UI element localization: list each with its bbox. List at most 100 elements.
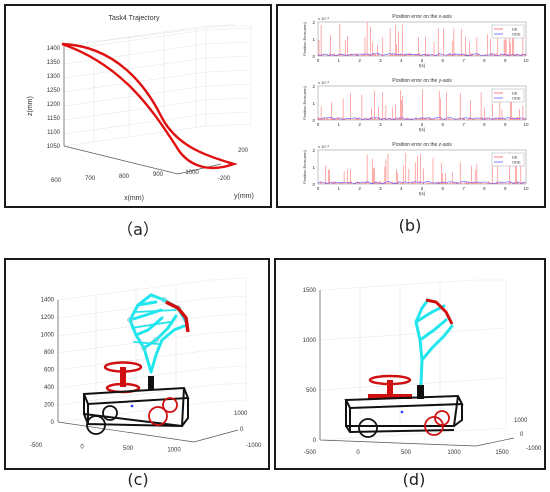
robot-arm-c <box>128 293 188 374</box>
subplot-exponent-2: x 10⁻³ <box>318 144 330 149</box>
subplot-0-xtick-2: 2 <box>358 58 361 63</box>
subplot-0-xtick-4: 4 <box>400 58 403 63</box>
error-subplot-2: Position error on the z-axis x 10⁻³ 0 1 2 0 1 2… <box>302 142 529 196</box>
subplot-frame-1 <box>317 85 527 121</box>
subplot-0-ytick-1: 1 <box>312 37 315 42</box>
d-y-tick-2: -1000 <box>526 446 542 452</box>
c-x-tick-2: 500 <box>123 446 134 452</box>
vehicle-box-d <box>344 394 464 434</box>
subplot-xlabel-2: t(s) <box>419 191 426 196</box>
subplot-2-ytick-1: 1 <box>312 165 315 170</box>
c-z-tick-1: 200 <box>44 403 55 409</box>
panel-d-robot-3d: 0 500 1000 1500 -500 0 500 1000 1500 1000 0 -1000 <box>274 258 546 470</box>
subplot-1-ytick-0: 0 <box>312 118 315 123</box>
d-x-tick-3: 1000 <box>447 450 461 456</box>
c-y-tick-2: -1000 <box>246 443 262 449</box>
subplot-2-xtick-3: 3 <box>379 186 382 191</box>
subplot-1-xtick-1: 1 <box>338 122 341 127</box>
legend-box-0 <box>491 24 525 39</box>
c-z-tick-5: 1000 <box>41 333 55 339</box>
wheel-red-d <box>424 416 444 436</box>
subplot-title-1: Position error on the y-axis <box>392 78 452 84</box>
plot-c-axes <box>57 300 239 443</box>
c-z-tick-4: 800 <box>44 350 55 356</box>
subplot-2-xtick-4: 4 <box>400 186 403 191</box>
subplot-0-xtick-10: 10 <box>523 58 529 63</box>
gripper-red-d <box>425 298 454 325</box>
subplot-0-xtick-7: 7 <box>462 58 465 63</box>
legend-label-2-0: DE <box>512 155 518 160</box>
panel-b-position-errors: Position error on the x-axis x 10⁻³ 0 1 2 0 1 2… <box>276 4 546 208</box>
gripper-red-c <box>165 300 190 333</box>
a-z-tick-3: 1200 <box>47 102 61 108</box>
plot-a-axes <box>63 46 222 175</box>
wheel-red-c <box>148 406 168 426</box>
a-x-tick-3: 900 <box>153 172 164 178</box>
c-z-tick-2: 400 <box>44 385 55 391</box>
subplot-0-xtick-3: 3 <box>379 58 382 63</box>
legend-label-2-1: ODE <box>512 160 521 165</box>
a-y-tick-0: -200 <box>218 176 231 182</box>
robot-3d-plot-d: 0 500 1000 1500 -500 0 500 1000 1500 1000 0 -1000 <box>303 279 542 456</box>
wheel-black-d <box>358 418 378 438</box>
a-z-tick-6: 1350 <box>47 60 61 66</box>
steering-wheel-c <box>103 361 143 394</box>
subplot-2-xtick-8: 8 <box>483 186 486 191</box>
subplot-0-xtick-5: 5 <box>421 58 424 63</box>
error-subplot-1: Position error on the y-axis x 10⁻³ 0 1 2 0 1 2… <box>302 78 529 132</box>
legend-label-1-0: DE <box>512 91 518 96</box>
c-z-tick-0: 0 <box>51 420 55 426</box>
legend-box-1 <box>491 88 525 103</box>
vehicle-box-c <box>82 386 190 428</box>
c-z-tick-7: 1400 <box>41 298 55 304</box>
a-z-tick-1: 1100 <box>47 130 61 136</box>
c-x-tick-1: 0 <box>80 445 84 451</box>
panel-a-trajectory-3d: Task4 Trajectory 1050 1100 1150 1200 1250 130… <box>4 4 272 208</box>
d-z-tick-2: 1000 <box>303 338 317 344</box>
subplot-1-xtick-7: 7 <box>462 122 465 127</box>
d-x-tick-0: -500 <box>304 450 317 456</box>
d-y-tick-0: 1000 <box>514 418 528 424</box>
a-z-tick-5: 1300 <box>47 74 61 80</box>
subplot-2-xtick-2: 2 <box>358 186 361 191</box>
d-y-tick-1: 0 <box>520 432 524 438</box>
subplot-1-xtick-4: 4 <box>400 122 403 127</box>
a-x-tick-4: 1000 <box>185 170 199 176</box>
c-z-tick-6: 1200 <box>41 315 55 321</box>
c-y-tick-0: 1000 <box>234 411 248 417</box>
plot-a-zlabel: z(mm) <box>27 96 34 116</box>
plot-a-xlabel: x(mm) <box>124 195 144 202</box>
subplot-2-ytick-0: 0 <box>312 182 315 187</box>
subplot-ylabel-1: Position Error(mm) <box>302 86 307 120</box>
plot-a-title: Task4 Trajectory <box>109 15 160 22</box>
subplot-1-xtick-2: 2 <box>358 122 361 127</box>
plot-a-grid <box>63 23 252 147</box>
position-error-plots: Position error on the x-axis x 10⁻³ 0 1 2 0 1 2… <box>302 14 529 196</box>
subplot-1-xtick-0: 0 <box>317 122 320 127</box>
subplot-0-xtick-6: 6 <box>442 58 445 63</box>
subplot-0-xtick-0: 0 <box>317 58 320 63</box>
subplot-ylabel-2: Position Error(mm) <box>302 150 307 184</box>
d-x-tick-4: 1500 <box>495 450 509 456</box>
d-x-tick-2: 500 <box>401 450 412 456</box>
c-x-tick-0: -500 <box>30 443 43 449</box>
arm-base-d <box>417 385 424 399</box>
subplot-title-0: Position error on the x-axis <box>392 14 452 20</box>
legend-label-1-1: ODE <box>512 96 521 101</box>
plot-d-grid <box>319 279 507 441</box>
arm-base-c <box>148 376 154 390</box>
a-z-tick-4: 1250 <box>47 88 61 94</box>
d-z-tick-0: 0 <box>313 438 317 444</box>
c-y-tick-1: 0 <box>240 427 244 433</box>
center-point-c <box>130 404 134 408</box>
wheel-black-c <box>86 415 106 435</box>
subplot-1-xtick-3: 3 <box>379 122 382 127</box>
subplot-xlabel-0: t(s) <box>419 63 426 68</box>
subplot-exponent-1: x 10⁻³ <box>318 80 330 85</box>
a-z-tick-2: 1150 <box>47 116 61 122</box>
subplot-2-xtick-7: 7 <box>462 186 465 191</box>
legend-box-2 <box>491 152 525 167</box>
wheel-red-c2 <box>162 397 178 413</box>
c-x-tick-3: 1000 <box>167 448 181 454</box>
plot-d-axes <box>319 290 515 447</box>
